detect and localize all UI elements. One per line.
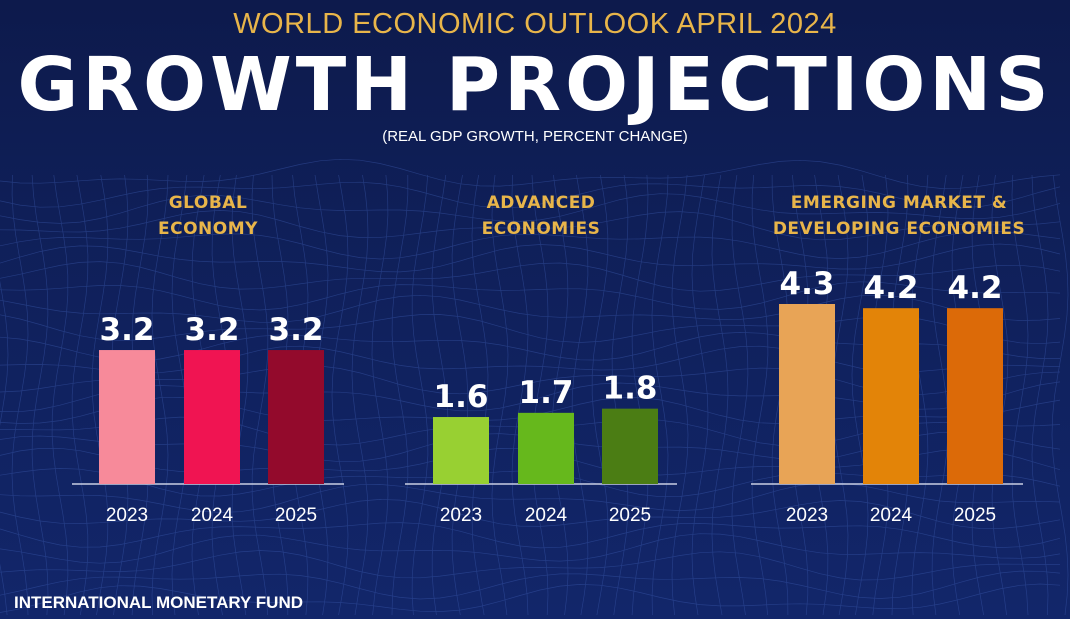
chart-panel-1: GLOBAL ECONOMY 3.2 2023 3.2 2024 3.2 2025 — [72, 193, 344, 526]
bar — [184, 350, 240, 484]
x-tick-label: 2025 — [954, 505, 996, 526]
chart-panel-2: ADVANCED ECONOMIES 1.6 2023 1.7 2024 1.8 2025 — [405, 193, 677, 526]
panel-title-line: ECONOMIES — [482, 219, 601, 239]
panel-title-line: GLOBAL — [169, 193, 248, 213]
data-label: 1.7 — [519, 375, 574, 411]
page-title: GROWTH PROJECTIONS — [17, 42, 1053, 128]
x-tick-label: 2025 — [275, 505, 317, 526]
bar — [947, 308, 1003, 484]
panel-title-line: ECONOMY — [158, 219, 258, 239]
x-tick-label: 2023 — [440, 505, 482, 526]
data-label: 1.6 — [434, 379, 489, 415]
chart-panel-3: EMERGING MARKET & DEVELOPING ECONOMIES 4.3… — [751, 193, 1025, 526]
supertitle: WORLD ECONOMIC OUTLOOK APRIL 2024 — [233, 8, 837, 40]
subtitle: (REAL GDP GROWTH, PERCENT CHANGE) — [382, 128, 688, 145]
panel-title-line: DEVELOPING ECONOMIES — [773, 219, 1025, 239]
bar — [779, 304, 835, 484]
data-label: 3.2 — [269, 312, 324, 348]
x-tick-label: 2023 — [786, 505, 828, 526]
bar — [268, 350, 324, 484]
data-label: 3.2 — [100, 312, 155, 348]
x-tick-label: 2024 — [525, 505, 568, 526]
x-tick-label: 2024 — [870, 505, 913, 526]
x-tick-label: 2024 — [191, 505, 234, 526]
footer-organization: INTERNATIONAL MONETARY FUND — [14, 593, 303, 612]
panel-title-line: ADVANCED — [487, 193, 596, 213]
bar — [518, 412, 574, 484]
data-label: 4.3 — [780, 266, 835, 302]
x-tick-label: 2025 — [609, 505, 651, 526]
data-label: 1.8 — [603, 371, 658, 407]
bar — [602, 408, 658, 484]
x-tick-label: 2023 — [106, 505, 148, 526]
bar — [99, 350, 155, 484]
bar — [433, 417, 489, 484]
data-label: 3.2 — [185, 312, 240, 348]
panel-title-line: EMERGING MARKET & — [791, 193, 1007, 213]
bar — [863, 308, 919, 484]
data-label: 4.2 — [864, 270, 919, 306]
data-label: 4.2 — [948, 270, 1003, 306]
